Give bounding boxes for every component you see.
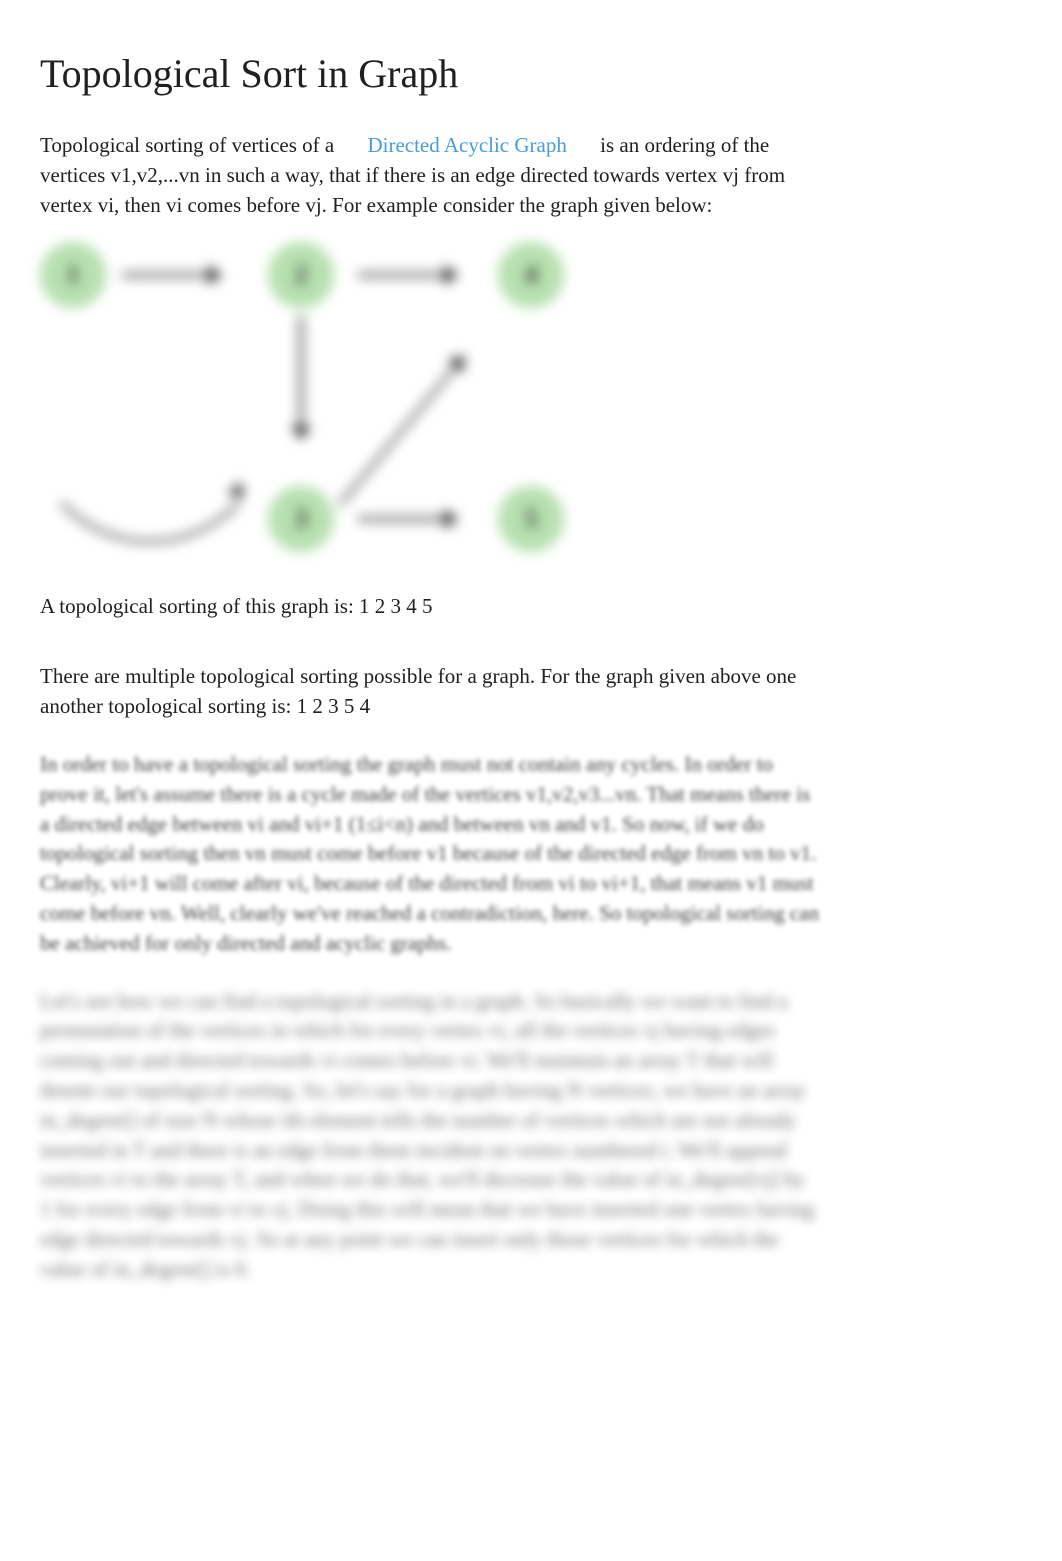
graph-node-5: 5 [498, 486, 564, 552]
edge-2-3 [298, 316, 304, 436]
intro-pre: Topological sorting of vertices of a [40, 133, 334, 157]
edge-1-3-curve [20, 264, 280, 544]
edge-2-4 [358, 272, 454, 278]
graph-node-4: 4 [498, 242, 564, 308]
result-paragraph-2: There are multiple topological sorting p… [40, 662, 820, 722]
graph-figure: 1 2 4 3 5 [40, 234, 580, 564]
graph-node-2: 2 [268, 242, 334, 308]
edge-3-4 [338, 358, 464, 507]
intro-paragraph: Topological sorting of vertices of a Dir… [40, 131, 820, 220]
algorithm-paragraph: Let's see how we can find a topological … [40, 987, 820, 1285]
proof-paragraph: In order to have a topological sorting t… [40, 750, 820, 959]
dag-link[interactable]: Directed Acyclic Graph [339, 133, 594, 157]
edge-3-5 [358, 516, 454, 522]
graph-node-3: 3 [268, 486, 334, 552]
result-paragraph-1: A topological sorting of this graph is: … [40, 592, 820, 622]
page-title: Topological Sort in Graph [40, 50, 1022, 97]
graph-node-1: 1 [40, 242, 106, 308]
